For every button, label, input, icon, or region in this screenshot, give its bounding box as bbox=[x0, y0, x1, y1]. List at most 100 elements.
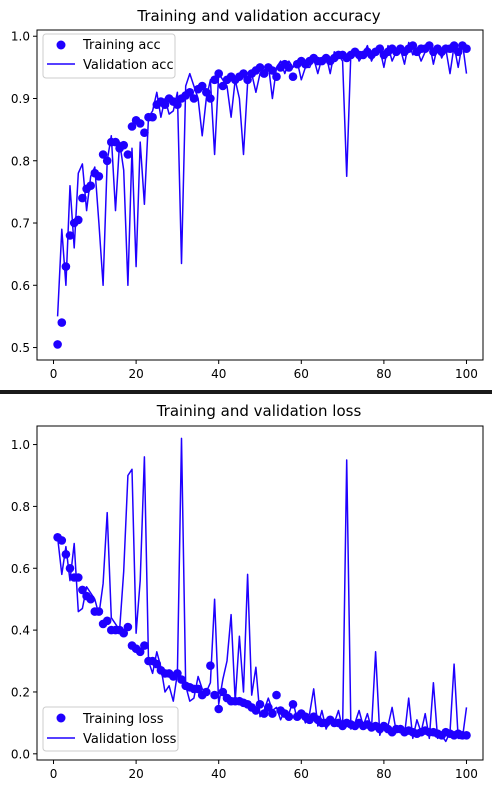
accuracy-training-point bbox=[243, 75, 252, 85]
x-tick-label: 100 bbox=[455, 767, 478, 781]
accuracy-training-point bbox=[57, 318, 67, 327]
accuracy-training-point bbox=[272, 72, 281, 81]
accuracy-training-point bbox=[111, 137, 120, 147]
y-tick-label: 0.8 bbox=[11, 154, 30, 168]
loss-training-point bbox=[259, 709, 269, 718]
accuracy-training-point bbox=[160, 100, 170, 109]
accuracy-training-point bbox=[284, 63, 294, 72]
x-tick-label: 80 bbox=[376, 767, 391, 781]
y-tick-label: 0.7 bbox=[11, 217, 30, 231]
loss-training-point bbox=[251, 706, 261, 715]
loss-training-point bbox=[173, 669, 182, 678]
accuracy-training-point bbox=[218, 81, 228, 91]
loss-chart-title: Training and validation loss bbox=[156, 402, 362, 420]
y-tick-label: 0.9 bbox=[11, 92, 30, 106]
y-tick-label: 0.0 bbox=[11, 747, 30, 761]
accuracy-plot-frame bbox=[36, 29, 484, 361]
accuracy-training-point bbox=[449, 41, 459, 50]
accuracy-training-point bbox=[53, 340, 62, 349]
accuracy-chart-marks bbox=[53, 41, 471, 349]
loss-chart-axes: 0 20 40 60 80 100 0.0 0.2 0.4 0.6 0.8 1.0 bbox=[11, 438, 478, 781]
accuracy-training-point bbox=[206, 94, 215, 103]
loss-chart-marks bbox=[53, 437, 471, 743]
x-tick-label: 40 bbox=[211, 367, 226, 381]
loss-training-point bbox=[284, 712, 294, 721]
y-tick-label: 0.2 bbox=[11, 685, 30, 699]
accuracy-training-point bbox=[408, 41, 418, 50]
loss-training-point bbox=[135, 647, 145, 657]
accuracy-training-point bbox=[268, 66, 277, 75]
x-tick-label: 100 bbox=[455, 367, 478, 381]
accuracy-training-point bbox=[425, 41, 434, 50]
accuracy-training-point bbox=[214, 69, 223, 78]
y-tick-label: 1.0 bbox=[11, 438, 30, 452]
accuracy-training-point bbox=[98, 150, 108, 159]
accuracy-training-point bbox=[140, 128, 149, 137]
loss-training-point bbox=[102, 616, 112, 626]
y-tick-label: 0.8 bbox=[11, 500, 30, 514]
loss-training-point bbox=[202, 687, 211, 697]
y-tick-label: 0.6 bbox=[11, 279, 30, 293]
legend-marker-training-loss bbox=[56, 713, 66, 723]
loss-training-point bbox=[61, 550, 71, 559]
loss-training-point bbox=[78, 585, 87, 595]
accuracy-training-point bbox=[197, 81, 207, 91]
loss-training-point bbox=[214, 704, 223, 714]
loss-training-point bbox=[206, 661, 215, 670]
accuracy-training-point bbox=[78, 193, 87, 203]
accuracy-training-point bbox=[86, 181, 95, 190]
accuracy-chart: Training and validation accuracy 0 20 40 60… bbox=[11, 7, 484, 381]
accuracy-training-point bbox=[61, 262, 71, 271]
loss-legend: Training loss Validation loss bbox=[42, 706, 179, 752]
accuracy-chart-axes: 0 20 40 60 80 100 0.5 0.6 0.7 0.8 0.9 1.0 bbox=[11, 30, 478, 381]
loss-training-point bbox=[119, 628, 128, 638]
accuracy-training-point bbox=[102, 156, 112, 166]
loss-training-point bbox=[74, 573, 83, 582]
loss-training-point bbox=[177, 675, 186, 684]
loss-training-point bbox=[86, 594, 95, 604]
x-tick-label: 60 bbox=[294, 367, 309, 381]
loss-training-point bbox=[140, 641, 149, 650]
accuracy-training-point bbox=[210, 75, 219, 85]
x-tick-label: 20 bbox=[128, 767, 143, 781]
accuracy-training-point bbox=[255, 63, 265, 72]
loss-training-point bbox=[94, 607, 104, 616]
legend-marker-training-acc bbox=[56, 40, 66, 50]
x-tick-label: 80 bbox=[376, 367, 391, 381]
accuracy-training-point bbox=[288, 72, 298, 81]
accuracy-training-point bbox=[148, 112, 157, 122]
loss-training-point bbox=[152, 659, 162, 669]
accuracy-training-point bbox=[135, 119, 145, 128]
accuracy-training-point bbox=[127, 122, 137, 131]
accuracy-training-point bbox=[239, 69, 248, 78]
legend-label-training-loss: Training loss bbox=[82, 712, 164, 727]
accuracy-chart-title: Training and validation accuracy bbox=[136, 7, 380, 25]
accuracy-legend: Training acc Validation acc bbox=[42, 33, 176, 79]
loss-training-point bbox=[255, 700, 265, 709]
accuracy-training-point bbox=[173, 100, 182, 109]
loss-training-point bbox=[272, 690, 281, 700]
accuracy-training-point bbox=[74, 215, 83, 225]
accuracy-training-point bbox=[259, 69, 269, 78]
loss-training-point bbox=[288, 700, 298, 709]
accuracy-training-point bbox=[119, 140, 128, 150]
loss-chart: Training and validation loss 0 20 40 60 80 10… bbox=[11, 402, 484, 781]
loss-legend-box bbox=[42, 706, 179, 752]
legend-label-training-acc: Training acc bbox=[82, 38, 161, 53]
loss-training-point bbox=[123, 622, 133, 632]
x-tick-label: 0 bbox=[50, 367, 58, 381]
loss-training-point bbox=[462, 731, 471, 740]
panel-divider bbox=[0, 390, 492, 394]
y-tick-label: 1.0 bbox=[11, 30, 30, 44]
accuracy-training-point bbox=[65, 231, 75, 240]
loss-training-point bbox=[218, 687, 228, 697]
x-tick-label: 20 bbox=[128, 367, 143, 381]
y-tick-label: 0.4 bbox=[11, 624, 30, 638]
accuracy-legend-box bbox=[42, 33, 176, 79]
loss-training-point bbox=[57, 536, 67, 545]
x-tick-label: 0 bbox=[50, 767, 58, 781]
accuracy-training-point bbox=[94, 172, 104, 181]
loss-training-point bbox=[264, 703, 273, 712]
